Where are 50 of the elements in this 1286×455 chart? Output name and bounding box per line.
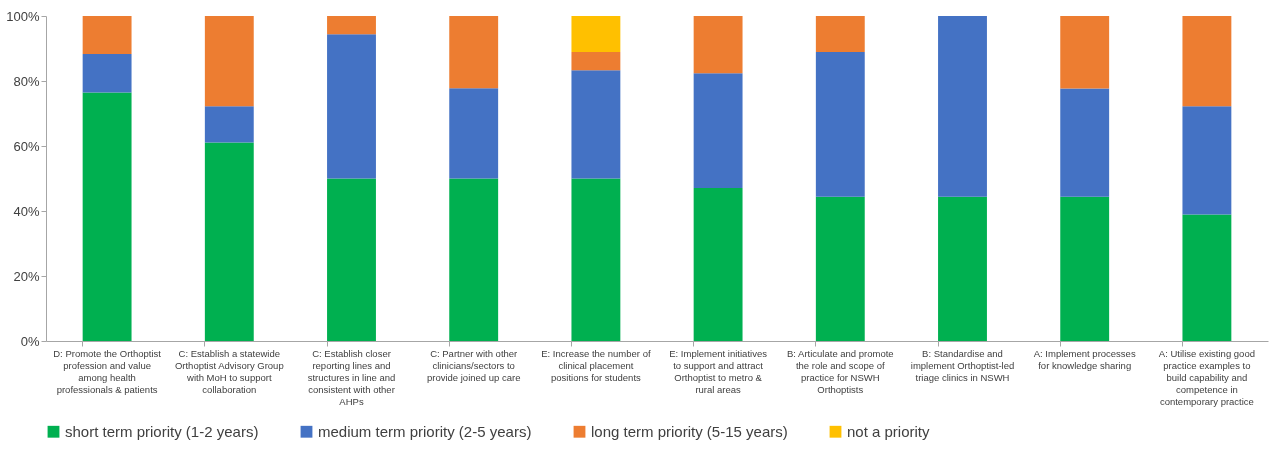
bar [1060, 88, 1110, 197]
bar [449, 88, 499, 179]
y-tick-label: 100% [6, 8, 40, 24]
bar [815, 196, 865, 341]
x-tick-label: C: Establish a statewide Orthoptist Advisory Group with MoH to support collaboration [174, 347, 284, 395]
bar [1182, 106, 1232, 215]
bar [327, 16, 376, 35]
bar [1182, 214, 1232, 341]
y-tick-label: 40% [13, 203, 40, 219]
x-tick-label: C: Partner with other clinicians/sectors to provide joined up care [426, 347, 521, 383]
x-tick-label: B: Articulate and promote the role and scope of practice for NSWH Orthoptists [786, 347, 894, 395]
y-tick-label: 20% [13, 268, 40, 284]
bar [204, 142, 254, 341]
bar [815, 52, 865, 197]
y-tick-label: 60% [13, 138, 40, 154]
bar [449, 16, 499, 89]
bar [815, 16, 865, 53]
x-tick-label: B: Standardise and implement Orthoptist-led triage clinics in NSWH [910, 347, 1015, 383]
bar [327, 178, 376, 341]
bar [82, 16, 132, 55]
bar [938, 16, 987, 197]
bar [571, 16, 621, 53]
x-tick-label: A: Utilise existing good practice examples to build capability and competence in contemporary practice [1158, 347, 1255, 407]
bar [571, 52, 621, 71]
bar [693, 73, 743, 188]
y-tick-label: 80% [13, 73, 40, 89]
bar [571, 178, 621, 341]
bar [1060, 16, 1110, 89]
x-tick-label: D: Promote the Orthoptist profession and value among health professionals & patients [53, 347, 162, 395]
y-tick-label: 0% [20, 333, 40, 349]
x-tick-label: A: Implement processes for knowledge sharing [1033, 347, 1136, 371]
x-tick-label: E: Implement initiatives to support and attract Orthoptist to metro & rural areas [669, 347, 768, 395]
bar [204, 106, 254, 143]
bar [1060, 196, 1110, 341]
bar [204, 16, 254, 107]
x-tick-label: C: Establish closer reporting lines and structures in line and consistent with other AHPs [307, 347, 396, 407]
legend-label: not a priority [847, 422, 931, 440]
bar [327, 34, 376, 179]
bar [449, 178, 499, 341]
bar [693, 16, 743, 74]
bar [82, 92, 132, 341]
legend-label: short term priority (1-2 years) [65, 422, 259, 440]
x-tick-label: E: Increase the number of clinical placement positions for students [541, 347, 651, 383]
bar [571, 70, 621, 179]
bar [82, 54, 132, 93]
legend-label: medium term priority (2-5 years) [318, 422, 532, 440]
bar [1182, 16, 1232, 107]
bar [693, 187, 743, 341]
bar [938, 196, 987, 341]
legend-label: long term priority (5-15 years) [591, 422, 788, 440]
